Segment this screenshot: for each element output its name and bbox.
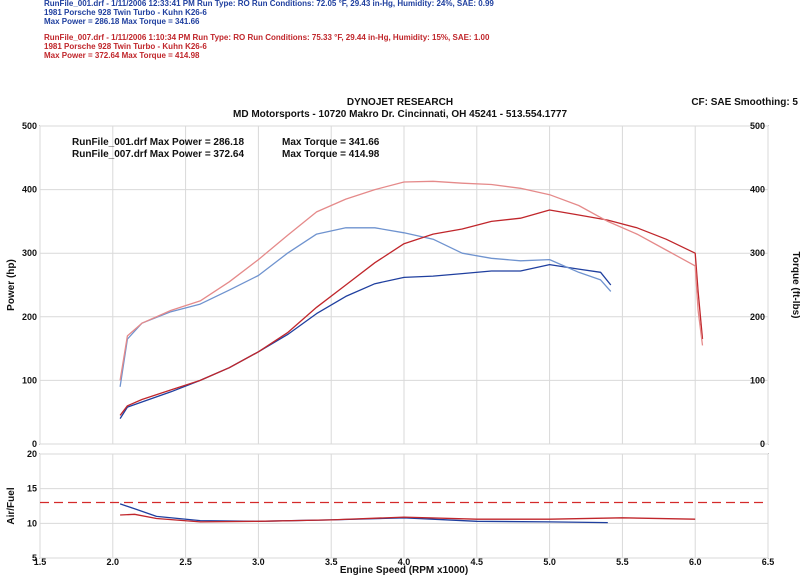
run001-torque-line — [119, 227, 612, 387]
legend-row2-file: RunFile_007.drf Max Power = 372.64 — [72, 149, 244, 160]
x-tick-label: 1.5 — [34, 557, 47, 567]
x-tick-label: 6.5 — [762, 557, 775, 567]
x-tick-label: 5.0 — [543, 557, 556, 567]
airfuel-tick-label: 20 — [27, 449, 37, 459]
company-address: MD Motorsports - 10720 Makro Dr. Cincinn… — [232, 109, 568, 120]
x-tick-label: 4.0 — [398, 557, 411, 567]
x-tick-label: 2.0 — [107, 557, 120, 567]
x-tick-label: 4.5 — [471, 557, 484, 567]
airfuel-tick-label: 10 — [27, 518, 37, 528]
legend-row2-torque: Max Torque = 414.98 — [282, 149, 380, 160]
airfuel-tick-label: 5 — [32, 553, 37, 563]
x-tick-label: 5.5 — [616, 557, 629, 567]
power-axis-label: Power (hp) — [6, 259, 17, 311]
legend-row1-torque: Max Torque = 341.66 — [282, 137, 380, 148]
power-tick-label: 400 — [22, 185, 37, 195]
run1-header-line3: Max Power = 286.18 Max Torque = 341.66 — [44, 17, 200, 26]
run2-header-line1: RunFile_007.drf - 1/11/2006 1:10:34 PM R… — [44, 33, 490, 42]
power-tick-label: 100 — [22, 375, 37, 385]
run1-header-line1: RunFile_001.drf - 1/11/2006 12:33:41 PM … — [44, 0, 494, 8]
x-tick-label: 6.0 — [689, 557, 702, 567]
power-tick-label: 300 — [22, 248, 37, 258]
x-tick-label: 2.5 — [179, 557, 192, 567]
torque-tick-label: 200 — [750, 312, 765, 322]
torque-tick-label: 400 — [750, 185, 765, 195]
x-tick-label: 3.0 — [252, 557, 265, 567]
run001-power-line — [119, 263, 612, 419]
run1-header-line2: 1981 Porsche 928 Twin Turbo - Kuhn K26-6 — [44, 8, 207, 17]
power-tick-label: 500 — [22, 121, 37, 131]
x-axis-label: Engine Speed (RPM x1000) — [340, 565, 468, 576]
torque-tick-label: 300 — [750, 248, 765, 258]
run007-power-line — [119, 209, 704, 416]
x-tick-label: 3.5 — [325, 557, 338, 567]
power-tick-label: 0 — [32, 439, 37, 449]
run007-torque-line — [119, 180, 704, 381]
torque-tick-label: 100 — [750, 375, 765, 385]
airfuel-tick-label: 15 — [27, 484, 37, 494]
torque-axis-label: Torque (ft-lbs) — [790, 251, 800, 318]
power-tick-label: 200 — [22, 312, 37, 322]
run007-airfuel-line — [120, 513, 696, 523]
legend-row1-file: RunFile_001.drf Max Power = 286.18 — [72, 137, 244, 148]
run2-header-line2: 1981 Porsche 928 Twin Turbo - Kuhn K26-6 — [44, 42, 207, 51]
company-title: DYNOJET RESEARCH — [346, 97, 454, 108]
airfuel-axis-label: Air/Fuel — [6, 487, 17, 524]
torque-tick-label: 0 — [760, 439, 765, 449]
run2-header-line3: Max Power = 372.64 Max Torque = 414.98 — [44, 51, 200, 60]
torque-tick-label: 500 — [750, 121, 765, 131]
correction-factor-note: CF: SAE Smoothing: 5 — [691, 97, 798, 108]
